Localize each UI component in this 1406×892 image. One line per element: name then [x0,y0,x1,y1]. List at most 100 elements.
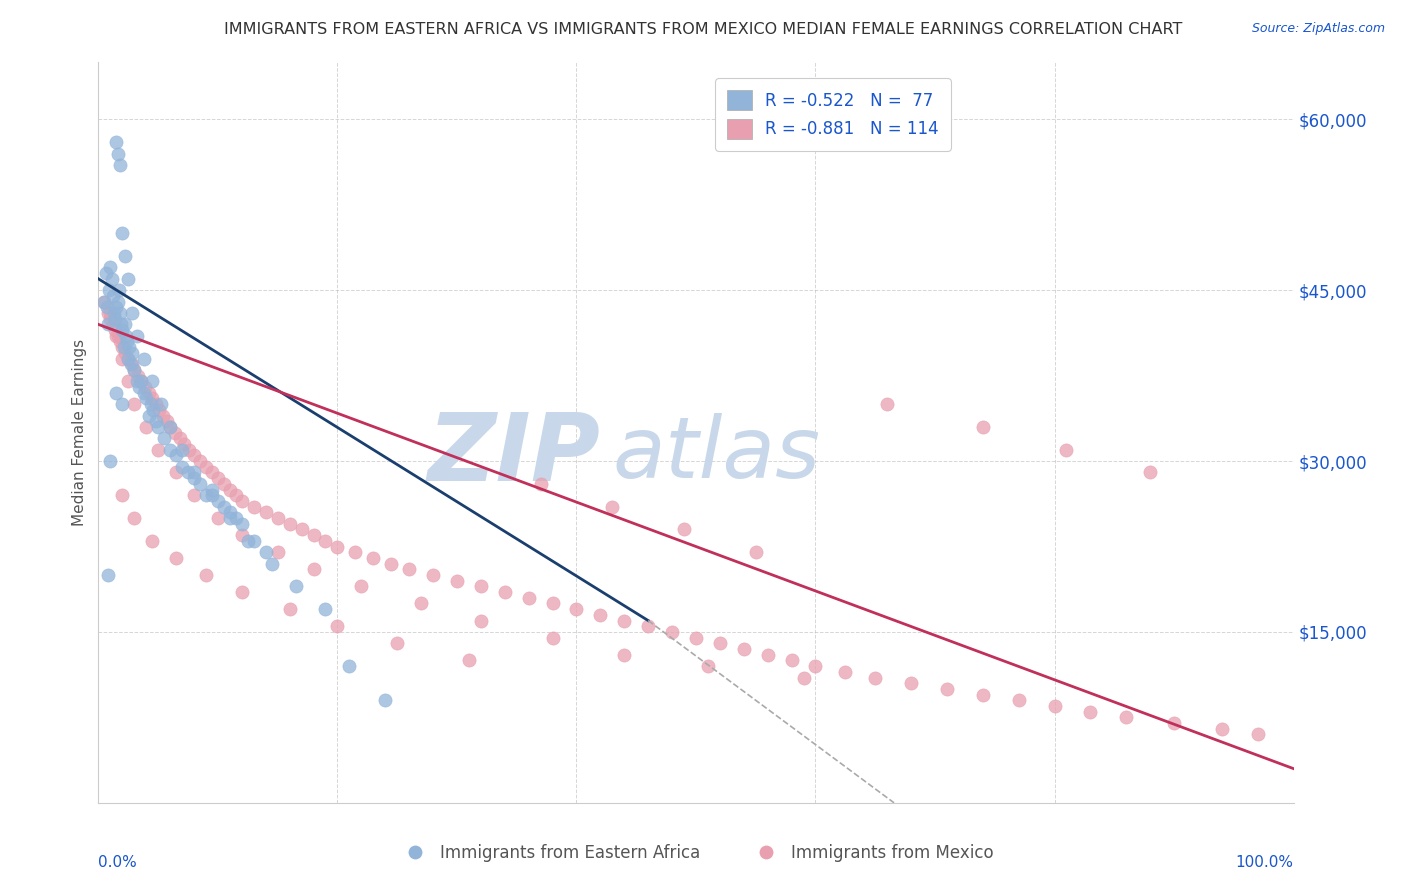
Point [97,568,120,582]
Point [141,375,163,389]
Point [148,402,170,417]
Point [733,642,755,657]
Point [231,494,253,508]
Point [188,476,211,491]
Point [225,488,247,502]
Point [115,328,138,343]
Point [107,146,129,161]
Point [188,454,211,468]
Point [98,306,122,320]
Point [108,158,131,172]
Point [267,545,290,559]
Point [565,602,588,616]
Point [121,306,143,320]
Point [172,442,194,457]
Point [128,380,150,394]
Y-axis label: Median Female Earnings: Median Female Earnings [72,339,87,526]
Point [195,459,218,474]
Point [105,328,128,343]
Point [105,385,128,400]
Point [780,653,803,667]
Point [793,671,815,685]
Point [1139,466,1161,480]
Text: atlas: atlas [613,413,820,496]
Point [159,442,181,457]
Point [201,488,224,502]
Point [145,414,167,428]
Point [101,289,124,303]
Point [541,631,564,645]
Point [972,688,994,702]
Point [159,420,181,434]
Point [111,323,134,337]
Point [153,431,176,445]
Point [135,392,157,406]
Point [138,409,160,423]
Point [121,346,143,360]
Point [315,533,337,548]
Point [231,516,253,531]
Point [1211,722,1233,736]
Point [1115,710,1137,724]
Point [108,334,131,349]
Point [541,597,564,611]
Point [673,523,696,537]
Point [148,420,170,434]
Point [243,533,266,548]
Point [172,459,194,474]
Point [107,328,129,343]
Point [148,442,170,457]
Point [111,340,134,354]
Point [385,636,409,650]
Point [124,511,146,525]
Point [231,585,253,599]
Point [111,397,134,411]
Point [124,363,146,377]
Point [120,357,142,371]
Point [1056,442,1078,457]
Point [98,260,122,275]
Point [118,340,141,354]
Point [236,533,259,548]
Point [117,351,139,366]
Point [326,540,349,554]
Point [1163,716,1185,731]
Point [284,579,307,593]
Point [177,466,200,480]
Text: Source: ZipAtlas.com: Source: ZipAtlas.com [1251,22,1385,36]
Point [207,471,229,485]
Point [212,500,235,514]
Point [374,693,396,707]
Point [201,483,224,497]
Point [125,375,148,389]
Point [138,385,160,400]
Point [97,318,120,332]
Point [685,631,707,645]
Point [141,392,163,406]
Point [149,397,172,411]
Point [344,545,367,559]
Point [411,597,433,611]
Point [121,357,143,371]
Point [105,301,128,315]
Point [1008,693,1031,707]
Point [254,545,277,559]
Point [117,272,139,286]
Point [101,318,124,332]
Point [104,323,127,337]
Point [745,545,768,559]
Point [124,363,146,377]
Point [132,351,155,366]
Point [103,306,125,320]
Point [142,402,165,417]
Point [124,397,146,411]
Point [94,266,117,280]
Point [155,414,177,428]
Point [302,528,325,542]
Point [111,351,134,366]
Point [225,511,247,525]
Point [97,306,120,320]
Point [117,351,139,366]
Point [114,346,136,360]
Point [117,375,139,389]
